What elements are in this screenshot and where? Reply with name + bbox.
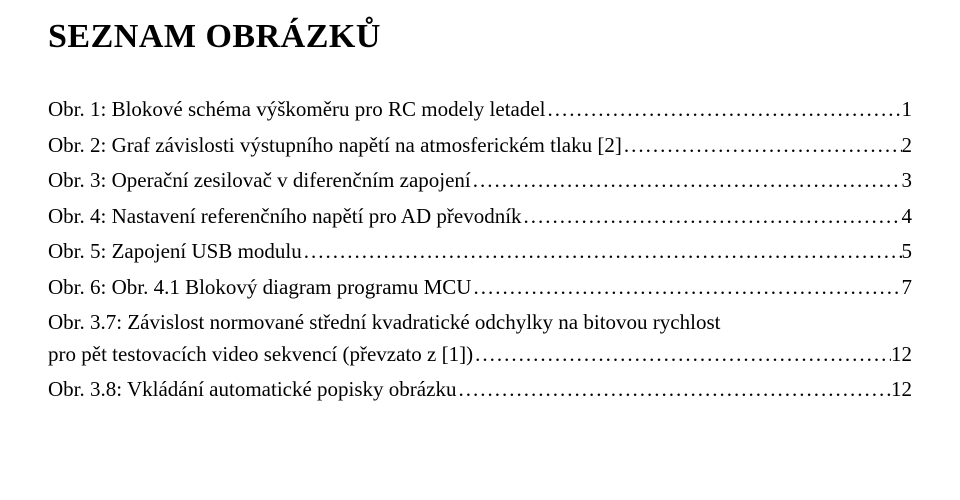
toc-entry: Obr. 1: Blokové schéma výškoměru pro RC … [48, 94, 912, 126]
toc-entry: Obr. 2: Graf závislosti výstupního napět… [48, 130, 912, 162]
toc-page: 7 [902, 272, 913, 304]
toc-page: 5 [902, 236, 913, 268]
page-title: SEZNAM OBRÁZKŮ [48, 18, 912, 56]
toc-label-line1: Obr. 3.7: Závislost normované střední kv… [48, 310, 720, 334]
toc-dots [471, 165, 902, 197]
toc-label-line2: pro pět testovacích video sekvencí (přev… [48, 339, 473, 371]
toc-entry-multiline-line1: Obr. 3.7: Závislost normované střední kv… [48, 307, 912, 339]
toc-page: 3 [902, 165, 913, 197]
toc-label: Obr. 3: Operační zesilovač v diferenčním… [48, 165, 471, 197]
toc-dots [302, 236, 902, 268]
toc-page: 12 [891, 374, 912, 406]
toc-dots [456, 374, 891, 406]
toc-entry: Obr. 4: Nastavení referenčního napětí pr… [48, 201, 912, 233]
toc-page: 1 [902, 94, 913, 126]
toc-dots [522, 201, 902, 233]
toc-label: Obr. 1: Blokové schéma výškoměru pro RC … [48, 94, 546, 126]
toc-label: Obr. 2: Graf závislosti výstupního napět… [48, 130, 622, 162]
toc-entry: Obr. 3.8: Vkládání automatické popisky o… [48, 374, 912, 406]
toc-entry: Obr. 5: Zapojení USB modulu 5 [48, 236, 912, 268]
toc-entry: Obr. 6: Obr. 4.1 Blokový diagram program… [48, 272, 912, 304]
toc-page: 2 [902, 130, 913, 162]
toc-label: Obr. 6: Obr. 4.1 Blokový diagram program… [48, 272, 471, 304]
toc-dots [622, 130, 902, 162]
document-page: SEZNAM OBRÁZKŮ Obr. 1: Blokové schéma vý… [0, 0, 960, 406]
toc-page: 4 [902, 201, 913, 233]
toc-entry-multiline-line2: pro pět testovacích video sekvencí (přev… [48, 339, 912, 371]
toc-entry: Obr. 3: Operační zesilovač v diferenčním… [48, 165, 912, 197]
toc-dots [473, 339, 891, 371]
toc-page: 12 [891, 339, 912, 371]
toc-dots [471, 272, 901, 304]
toc-label: Obr. 5: Zapojení USB modulu [48, 236, 302, 268]
toc-label: Obr. 3.8: Vkládání automatické popisky o… [48, 374, 456, 406]
toc-dots [546, 94, 902, 126]
toc-label: Obr. 4: Nastavení referenčního napětí pr… [48, 201, 522, 233]
